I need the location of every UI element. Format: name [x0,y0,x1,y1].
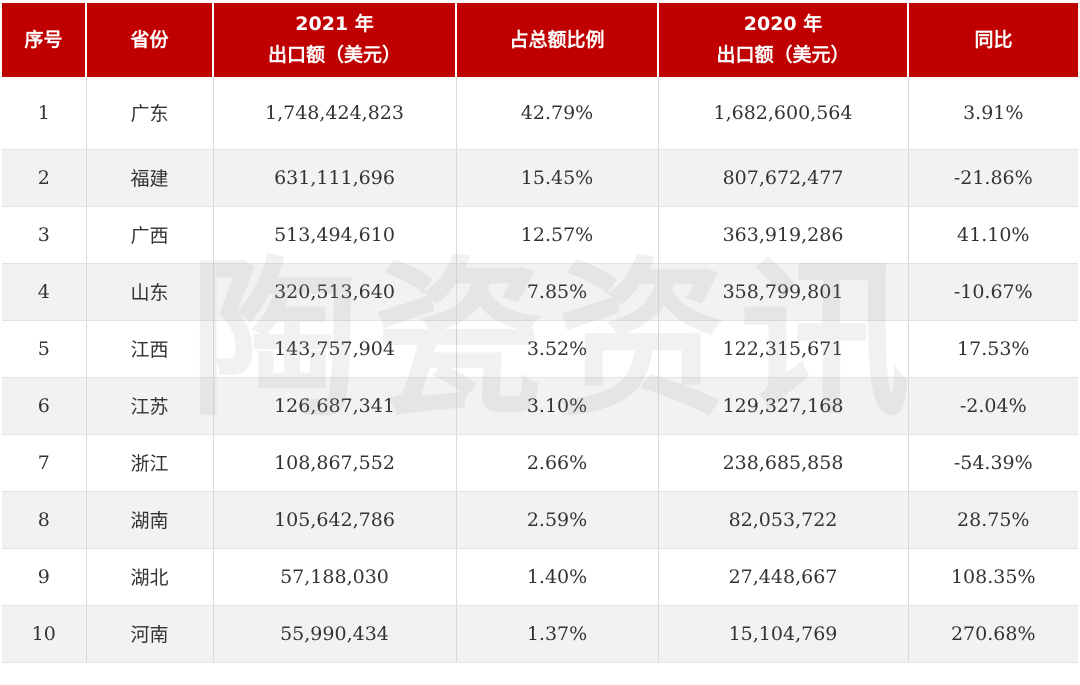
cell-index: 7 [2,434,87,492]
cell-province: 河南 [86,605,214,663]
cell-export-2020: 238,685,858 [658,434,909,492]
cell-export-2021: 513,494,610 [213,206,457,264]
cell-index: 2 [2,149,87,207]
cell-yoy: 17.53% [908,320,1078,378]
table-row: 9 湖北 57,188,030 1.40% 27,448,667 108.35% [2,548,1078,606]
cell-index: 5 [2,320,87,378]
cell-export-2020: 807,672,477 [658,149,909,207]
cell-yoy: 41.10% [908,206,1078,264]
cell-export-2020: 129,327,168 [658,377,909,435]
cell-province: 广西 [86,206,214,264]
cell-yoy: -2.04% [908,377,1078,435]
cell-export-2021: 1,748,424,823 [213,77,457,150]
table-row: 6 江苏 126,687,341 3.10% 129,327,168 -2.04… [2,377,1078,435]
cell-export-2020: 1,682,600,564 [658,77,909,150]
table-header-row: 序号 省份 2021 年出口额（美元） 占总额比例 2020 年出口额（美元） … [2,3,1078,77]
cell-yoy: -10.67% [908,263,1078,321]
cell-index: 4 [2,263,87,321]
cell-province: 山东 [86,263,214,321]
cell-export-2021: 57,188,030 [213,548,457,606]
cell-export-2021: 320,513,640 [213,263,457,321]
cell-export-2020: 358,799,801 [658,263,909,321]
cell-share: 2.66% [456,434,659,492]
cell-yoy: -54.39% [908,434,1078,492]
cell-share: 3.52% [456,320,659,378]
table-row: 1 广东 1,748,424,823 42.79% 1,682,600,564 … [2,77,1078,150]
header-share: 占总额比例 [456,3,659,77]
cell-export-2021: 108,867,552 [213,434,457,492]
cell-yoy: 108.35% [908,548,1078,606]
table-row: 7 浙江 108,867,552 2.66% 238,685,858 -54.3… [2,434,1078,492]
cell-province: 湖北 [86,548,214,606]
header-yoy: 同比 [908,3,1078,77]
cell-export-2020: 27,448,667 [658,548,909,606]
cell-export-2020: 122,315,671 [658,320,909,378]
cell-yoy: 28.75% [908,491,1078,549]
cell-index: 10 [2,605,87,663]
cell-export-2021: 126,687,341 [213,377,457,435]
export-data-table: 序号 省份 2021 年出口额（美元） 占总额比例 2020 年出口额（美元） … [2,3,1078,663]
cell-index: 1 [2,77,87,150]
cell-share: 3.10% [456,377,659,435]
cell-export-2020: 363,919,286 [658,206,909,264]
cell-share: 12.57% [456,206,659,264]
cell-share: 42.79% [456,77,659,150]
cell-province: 广东 [86,77,214,150]
table-row: 2 福建 631,111,696 15.45% 807,672,477 -21.… [2,149,1078,207]
cell-province: 江苏 [86,377,214,435]
cell-share: 15.45% [456,149,659,207]
cell-export-2020: 82,053,722 [658,491,909,549]
cell-index: 6 [2,377,87,435]
cell-yoy: 3.91% [908,77,1078,150]
cell-province: 浙江 [86,434,214,492]
header-export-2021: 2021 年出口额（美元） [213,3,457,77]
cell-export-2020: 15,104,769 [658,605,909,663]
cell-index: 8 [2,491,87,549]
cell-share: 2.59% [456,491,659,549]
cell-export-2021: 55,990,434 [213,605,457,663]
header-province: 省份 [86,3,214,77]
table-row: 4 山东 320,513,640 7.85% 358,799,801 -10.6… [2,263,1078,321]
table-row: 10 河南 55,990,434 1.37% 15,104,769 270.68… [2,605,1078,663]
cell-export-2021: 631,111,696 [213,149,457,207]
cell-index: 9 [2,548,87,606]
cell-province: 江西 [86,320,214,378]
table-row: 8 湖南 105,642,786 2.59% 82,053,722 28.75% [2,491,1078,549]
cell-share: 1.40% [456,548,659,606]
cell-province: 福建 [86,149,214,207]
table-row: 5 江西 143,757,904 3.52% 122,315,671 17.53… [2,320,1078,378]
cell-export-2021: 143,757,904 [213,320,457,378]
cell-export-2021: 105,642,786 [213,491,457,549]
header-export-2020: 2020 年出口额（美元） [658,3,909,77]
cell-province: 湖南 [86,491,214,549]
cell-index: 3 [2,206,87,264]
cell-yoy: -21.86% [908,149,1078,207]
cell-share: 1.37% [456,605,659,663]
cell-share: 7.85% [456,263,659,321]
cell-yoy: 270.68% [908,605,1078,663]
header-index: 序号 [2,3,87,77]
table-row: 3 广西 513,494,610 12.57% 363,919,286 41.1… [2,206,1078,264]
